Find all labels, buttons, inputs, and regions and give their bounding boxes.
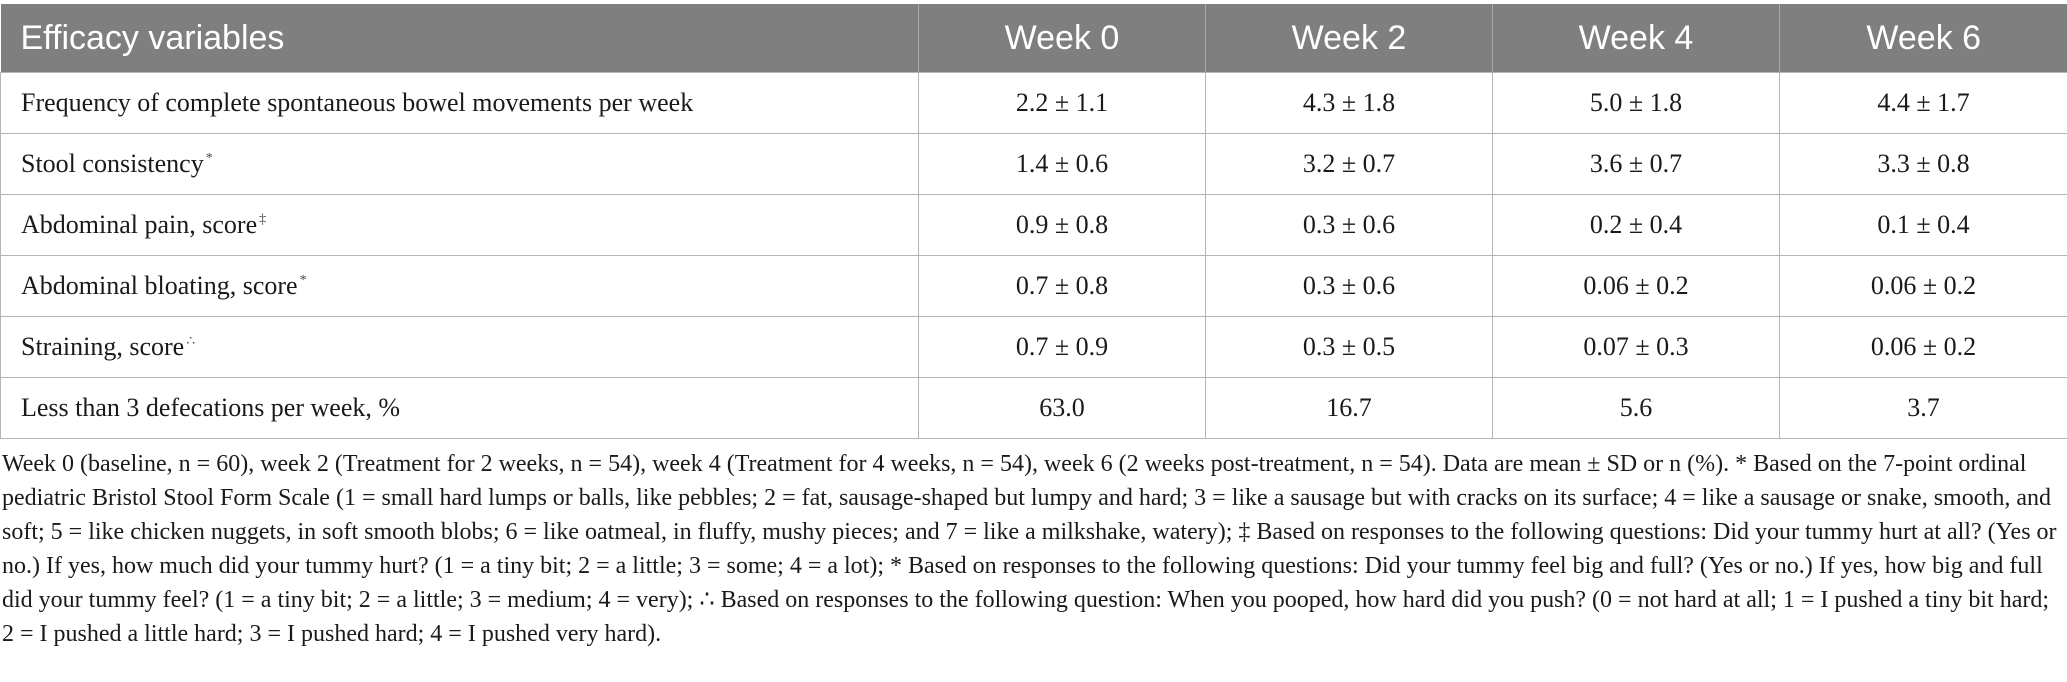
cell-value: 3.2 ± 0.7 — [1205, 133, 1493, 195]
table-footnote: Week 0 (baseline, n = 60), week 2 (Treat… — [2, 447, 2062, 651]
cell-value: 4.3 ± 1.8 — [1205, 72, 1493, 134]
header-efficacy-variables: Efficacy variables — [0, 4, 919, 73]
cell-value: 0.06 ± 0.2 — [1779, 316, 2067, 378]
table-row: Abdominal pain, score ‡ 0.9 ± 0.8 0.3 ± 0… — [0, 194, 2067, 256]
table-row: Straining, score ∴ 0.7 ± 0.9 0.3 ± 0.5 0.… — [0, 316, 2067, 378]
footnote-text: Week 0 (baseline, n = 60), week 2 (Treat… — [2, 451, 2057, 647]
header-week-6: Week 6 — [1779, 4, 2067, 73]
footnote-mark: ∴ — [186, 334, 196, 350]
row-label: Straining, score ∴ — [0, 316, 919, 378]
cell-value: 16.7 — [1205, 377, 1493, 439]
row-label: Stool consistency * — [0, 133, 919, 195]
row-label: Abdominal pain, score ‡ — [0, 194, 919, 256]
row-label: Abdominal bloating, score * — [0, 255, 919, 317]
cell-value: 3.3 ± 0.8 — [1779, 133, 2067, 195]
cell-value: 0.9 ± 0.8 — [918, 194, 1206, 256]
cell-value: 0.2 ± 0.4 — [1492, 194, 1780, 256]
table-header-row: Efficacy variables Week 0 Week 2 Week 4 … — [0, 4, 2067, 73]
cell-value: 1.4 ± 0.6 — [918, 133, 1206, 195]
efficacy-table: Efficacy variables Week 0 Week 2 Week 4 … — [0, 4, 2067, 439]
header-week-2: Week 2 — [1205, 4, 1493, 73]
footnote-mark: * — [205, 151, 213, 167]
cell-value: 3.7 — [1779, 377, 2067, 439]
cell-value: 3.6 ± 0.7 — [1492, 133, 1780, 195]
table-row: Stool consistency * 1.4 ± 0.6 3.2 ± 0.7 3… — [0, 133, 2067, 195]
row-label: Frequency of complete spontaneous bowel … — [0, 72, 919, 134]
table-row: Abdominal bloating, score * 0.7 ± 0.8 0.3… — [0, 255, 2067, 317]
header-week-0: Week 0 — [918, 4, 1206, 73]
cell-value: 0.06 ± 0.2 — [1492, 255, 1780, 317]
cell-value: 0.7 ± 0.8 — [918, 255, 1206, 317]
efficacy-table-container: Efficacy variables Week 0 Week 2 Week 4 … — [0, 4, 2067, 439]
footnote-mark: ‡ — [259, 212, 267, 228]
cell-value: 0.3 ± 0.6 — [1205, 255, 1493, 317]
cell-value: 4.4 ± 1.7 — [1779, 72, 2067, 134]
header-week-4: Week 4 — [1492, 4, 1780, 73]
cell-value: 5.0 ± 1.8 — [1492, 72, 1780, 134]
cell-value: 0.3 ± 0.6 — [1205, 194, 1493, 256]
cell-value: 63.0 — [918, 377, 1206, 439]
footnote-mark: * — [299, 273, 307, 289]
cell-value: 0.1 ± 0.4 — [1779, 194, 2067, 256]
cell-value: 0.3 ± 0.5 — [1205, 316, 1493, 378]
cell-value: 5.6 — [1492, 377, 1780, 439]
cell-value: 0.06 ± 0.2 — [1779, 255, 2067, 317]
cell-value: 2.2 ± 1.1 — [918, 72, 1206, 134]
cell-value: 0.07 ± 0.3 — [1492, 316, 1780, 378]
table-row: Frequency of complete spontaneous bowel … — [0, 72, 2067, 134]
row-label: Less than 3 defecations per week, % — [0, 377, 919, 439]
cell-value: 0.7 ± 0.9 — [918, 316, 1206, 378]
table-row: Less than 3 defecations per week, % 63.0… — [0, 377, 2067, 439]
